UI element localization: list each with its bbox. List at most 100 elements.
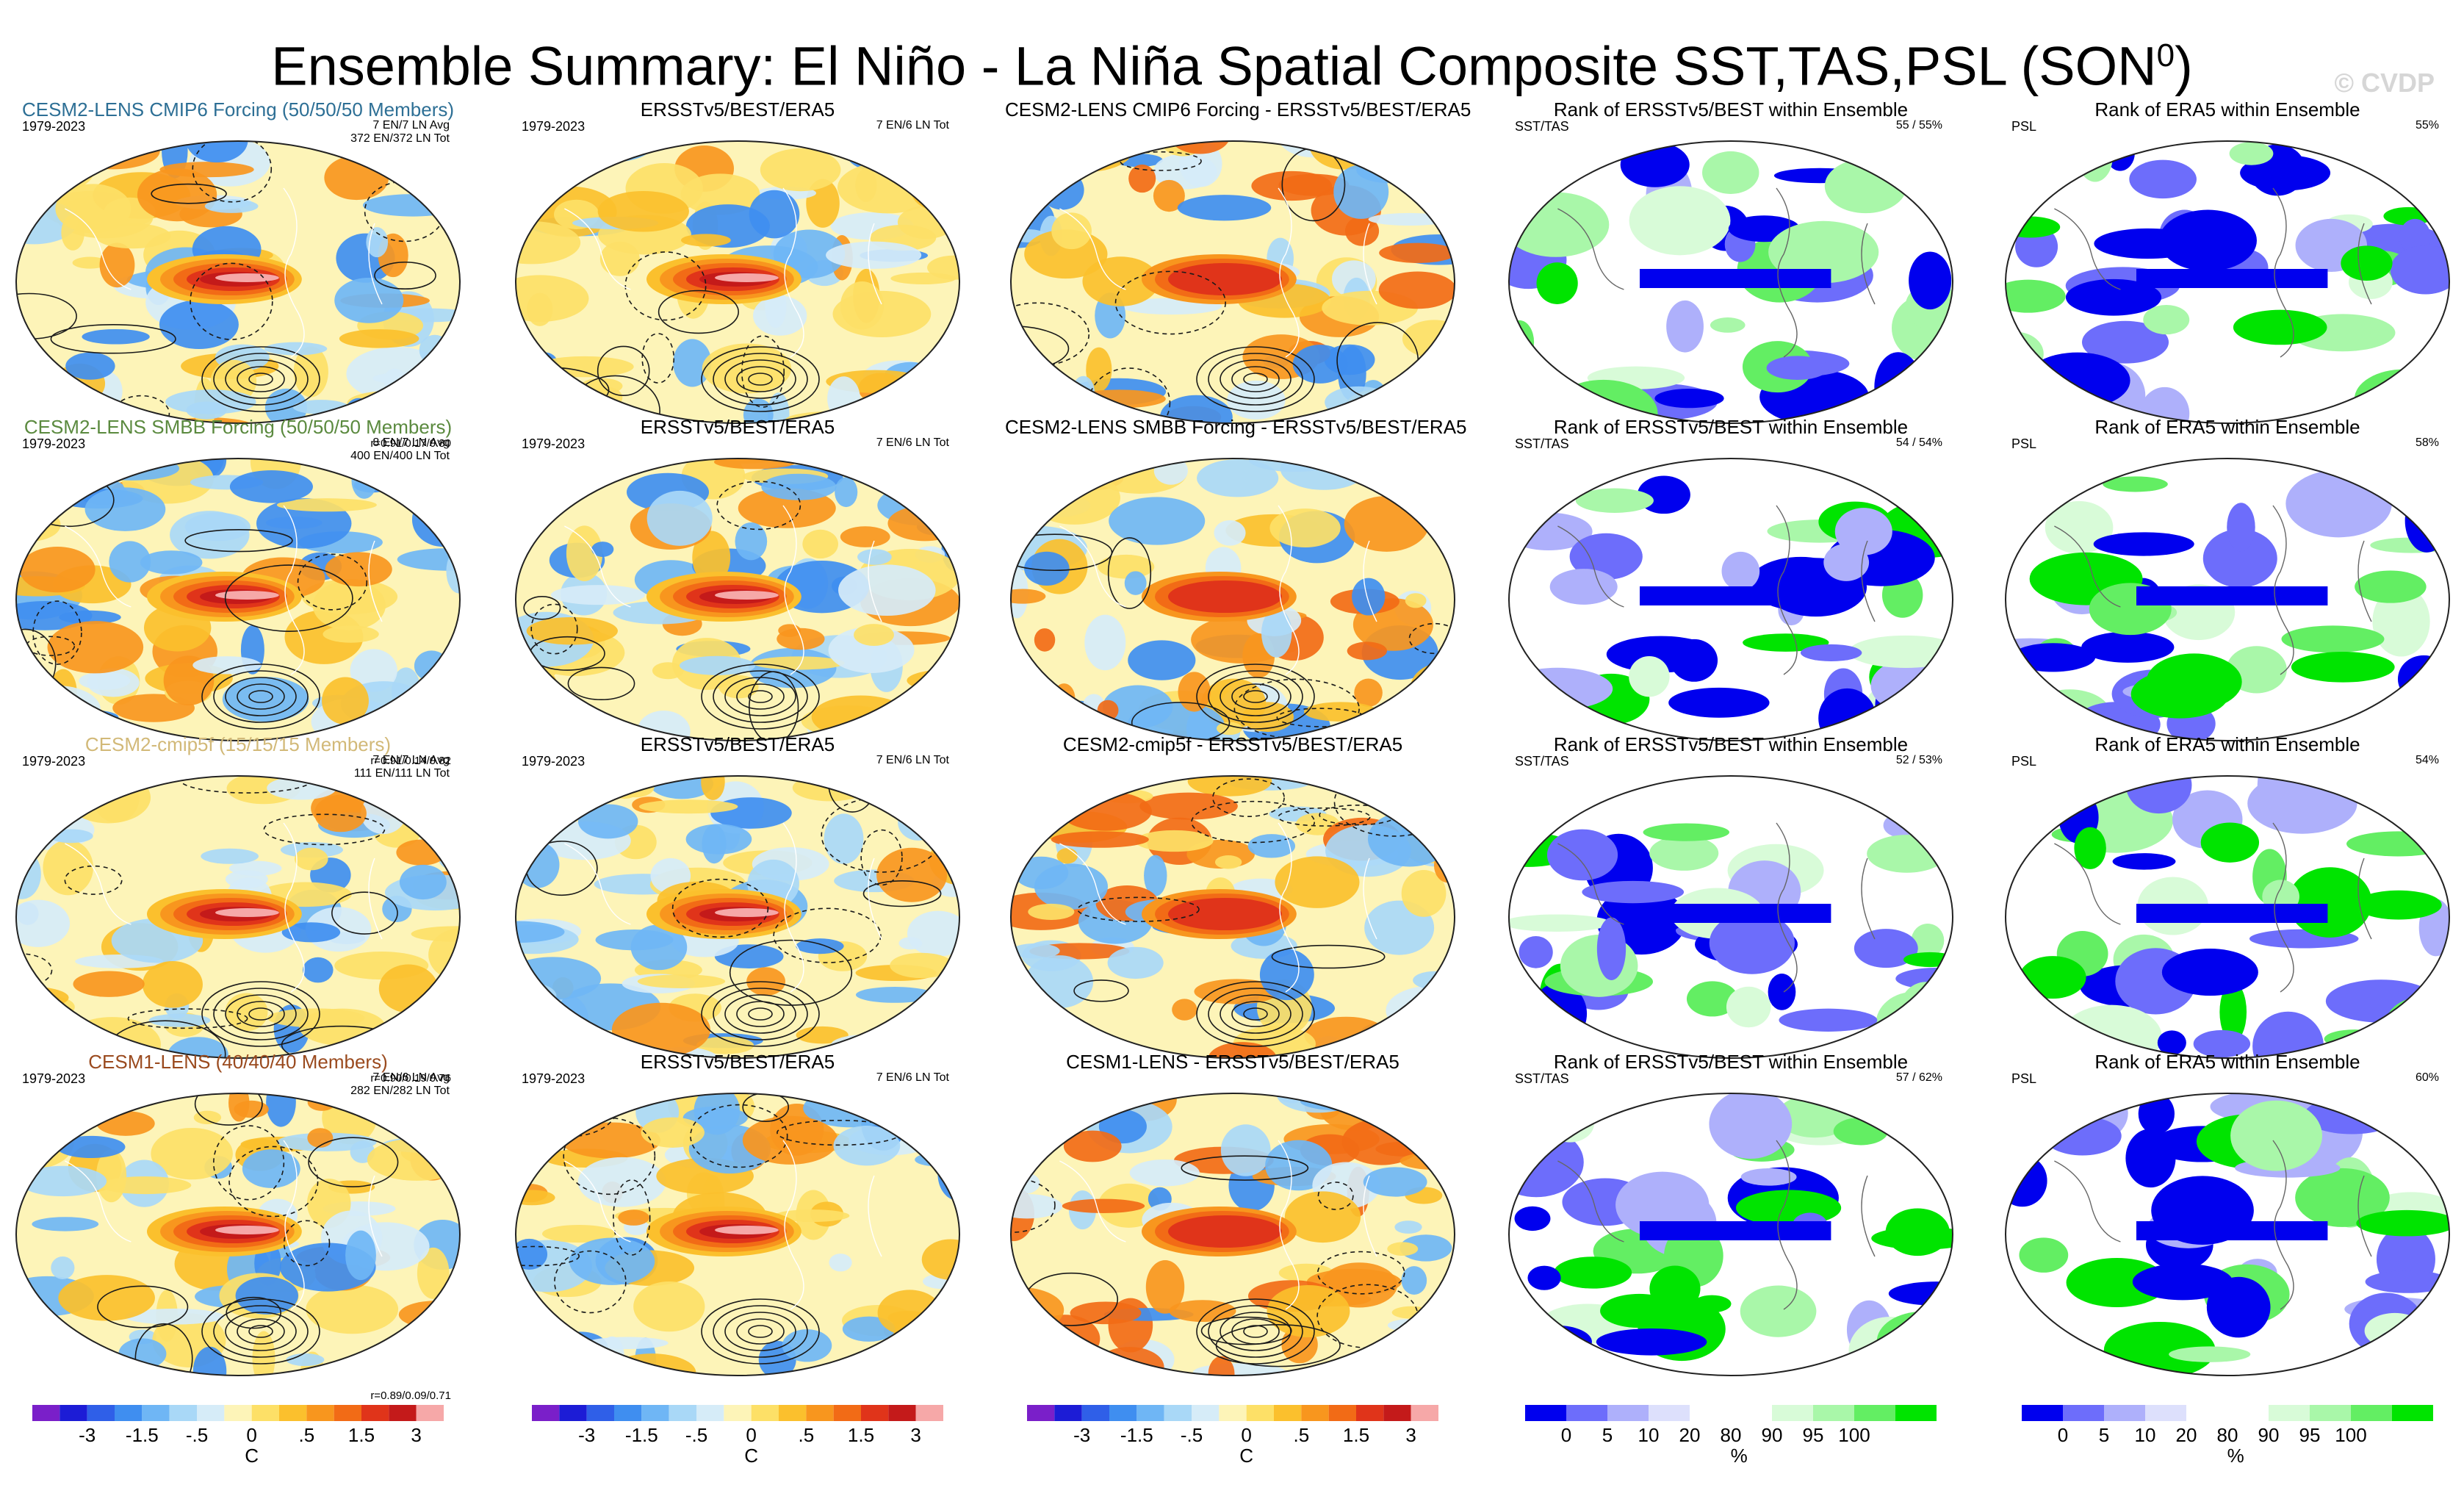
rank-percent: 54 / 54%	[1895, 436, 1942, 449]
anomaly-patch	[1144, 855, 1167, 896]
rank-patch	[2158, 209, 2257, 272]
psl-contour	[127, 1008, 248, 1029]
anomaly-patch	[1053, 683, 1076, 713]
rank-patch	[1582, 880, 1685, 904]
psl-contour	[748, 373, 773, 386]
map-outline	[515, 1093, 960, 1376]
composite-map	[1010, 775, 1455, 1059]
anomaly-patch	[928, 367, 959, 400]
colorbar-swatch	[779, 1405, 807, 1421]
colorbar-swatches	[32, 1405, 444, 1421]
colorbar-tick-label: .5	[298, 1424, 315, 1446]
psl-contour	[263, 813, 386, 846]
anomaly-patch	[840, 526, 890, 547]
psl-contour	[201, 664, 320, 730]
anomaly-patch	[773, 229, 846, 278]
anomaly-patch	[1387, 1319, 1433, 1332]
rank-patch	[1519, 935, 1553, 968]
colorbar-swatch	[1566, 1405, 1607, 1421]
anomaly-patch	[549, 1093, 610, 1096]
rank-patch	[1640, 1221, 1831, 1240]
anomaly-patch	[1124, 571, 1147, 595]
psl-contour	[237, 683, 285, 710]
psl-contour	[297, 553, 368, 611]
colorbar-swatches	[2022, 1405, 2433, 1421]
panel-title: ERSSTv5/BEST/ERA5	[640, 733, 835, 755]
map-holder	[1005, 770, 1460, 1068]
anomaly-patch	[526, 616, 618, 645]
psl-contour	[283, 1220, 331, 1267]
anomaly-patch	[516, 1010, 573, 1039]
anomaly-patch	[522, 389, 610, 415]
colorbar-tick-label: 10	[1638, 1424, 1660, 1446]
psl-contour	[1208, 670, 1303, 723]
composite-map	[1010, 1093, 1455, 1376]
rank-patch	[2129, 159, 2197, 199]
period-label: 1979-2023	[22, 119, 86, 134]
variable-label: PSL	[2011, 436, 2037, 451]
rank-patch	[2200, 822, 2260, 863]
panel-title: CESM1-LENS (40/40/40 Members)	[88, 1051, 388, 1073]
psl-contour	[736, 1001, 785, 1027]
colorbar-tick-label: 90	[2258, 1424, 2280, 1446]
anomaly-patch	[47, 621, 144, 674]
panel-difference-row-2: CESM2-LENS SMBB Forcing - ERSSTv5/BEST/E…	[1005, 416, 1467, 766]
panel-title: CESM2-cmip5f (15/15/15 Members)	[84, 733, 392, 755]
rank-patch	[1596, 917, 1627, 981]
anomaly-patch	[1051, 212, 1092, 250]
psl-contour	[641, 333, 675, 384]
panel-title: Rank of ERSSTv5/BEST within Ensemble	[1553, 733, 1909, 755]
colorbar-tick-label: 20	[1679, 1424, 1701, 1446]
rank-patch	[2325, 979, 2437, 1023]
coastline	[564, 187, 882, 358]
psl-contour	[1220, 1312, 1292, 1351]
anomaly-patch	[1034, 776, 1098, 799]
anomaly-patch	[516, 1349, 550, 1376]
colorbar-swatch	[641, 1405, 669, 1421]
psl-contour	[1120, 151, 1202, 171]
rank-patch	[1649, 835, 1719, 871]
anomaly-patch	[87, 668, 140, 697]
panel-rank_sst-row-4: Rank of ERSSTv5/BEST within Ensemble SST/…	[1503, 1051, 1959, 1400]
anomaly-patch	[1024, 551, 1070, 586]
psl-contour	[213, 1125, 285, 1201]
anomaly-patch	[912, 1351, 959, 1373]
colorbar-swatch	[2022, 1405, 2063, 1421]
anomaly-patch	[696, 1036, 754, 1054]
rank-patch	[1871, 1226, 1953, 1250]
psl-contour	[1011, 1177, 1056, 1233]
anomaly-patch	[885, 459, 940, 475]
colorbar-tick-label: -.5	[185, 1424, 209, 1446]
enso-peak	[215, 591, 279, 600]
psl-contour	[213, 670, 309, 723]
anomaly-patch	[361, 792, 406, 835]
colorbar-swatch	[2063, 1405, 2104, 1421]
psl-contour	[1231, 366, 1280, 392]
colorbar-tick-label: .5	[798, 1424, 815, 1446]
map-outline	[515, 775, 960, 1059]
enso-peak	[215, 273, 279, 282]
event-total: 111 EN/111 LN Tot	[353, 767, 450, 780]
anomaly-patch	[1107, 946, 1164, 979]
anomaly-patch	[396, 839, 447, 866]
colorbar-tick-label: 95	[2299, 1424, 2321, 1446]
rank-patch	[2019, 1237, 2069, 1273]
psl-contour	[184, 528, 293, 553]
colorbar-tick-label: 1.5	[347, 1424, 375, 1446]
colorbar-swatch	[1813, 1405, 1854, 1421]
colorbar-swatch	[1081, 1405, 1109, 1421]
colorbar-tick-label: -1.5	[1120, 1424, 1153, 1446]
composite-map	[1010, 458, 1455, 741]
anomaly-patch	[637, 711, 691, 741]
event-average: 7 EN/6 LN Avg	[372, 1071, 450, 1084]
psl-contour	[516, 467, 543, 523]
anomaly-patch	[1073, 389, 1166, 409]
anomaly-patch	[1247, 834, 1296, 858]
anomaly-patch	[630, 924, 688, 971]
psl-contour	[1196, 1298, 1315, 1364]
rank-percent: 52 / 53%	[1895, 754, 1942, 766]
anomaly-patch	[854, 624, 894, 647]
anomaly-patch	[1025, 459, 1051, 510]
rank-patch	[1740, 1285, 1817, 1337]
colorbar-tick-label: -3	[1073, 1424, 1091, 1446]
